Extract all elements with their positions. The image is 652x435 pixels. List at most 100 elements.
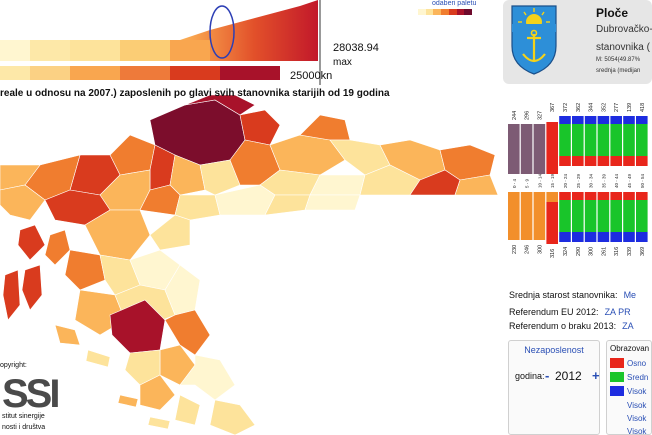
gradient-legend[interactable] [0, 0, 330, 90]
year-increment-button[interactable]: + [592, 368, 600, 383]
age-bar-segment[interactable] [559, 192, 571, 200]
age-column-top[interactable]: 327 10 - 14 [533, 111, 546, 188]
map-regions[interactable] [0, 95, 499, 435]
age-column-bottom[interactable]: 324 [559, 192, 571, 256]
map-region[interactable] [21, 264, 43, 311]
age-bar-segment[interactable] [572, 192, 584, 200]
age-bar-segment[interactable] [520, 124, 533, 174]
age-bar-segment[interactable] [559, 200, 571, 232]
age-column-bottom[interactable]: 290 [572, 192, 584, 256]
age-column-bottom[interactable]: 261 [597, 192, 610, 256]
map-region[interactable] [199, 159, 241, 196]
map-island[interactable] [117, 394, 139, 408]
age-column-bottom[interactable]: 300 [584, 192, 597, 256]
age-bar-segment[interactable] [623, 124, 635, 156]
map-region[interactable] [299, 114, 351, 141]
map-region[interactable] [164, 264, 201, 316]
age-bar-segment[interactable] [597, 232, 610, 242]
age-bar-segment[interactable] [636, 116, 648, 124]
age-bar-segment[interactable] [533, 192, 546, 240]
palette-swatch[interactable] [464, 9, 473, 15]
age-bar-segment[interactable] [623, 232, 635, 242]
education-item-higher[interactable]: Visok [610, 386, 646, 396]
age-column-bottom[interactable]: 230 [508, 192, 520, 254]
education-item-secondary[interactable]: Sredn [610, 372, 648, 382]
age-bar-segment[interactable] [636, 192, 648, 200]
age-column-top[interactable]: 139 45 - 49 [623, 103, 635, 188]
map-island[interactable] [147, 416, 171, 430]
age-column-top[interactable]: 367 15 - 19 [546, 103, 558, 188]
map-region[interactable] [454, 174, 499, 196]
age-bar-segment[interactable] [636, 232, 648, 242]
age-bar-segment[interactable] [584, 200, 597, 232]
map-region[interactable] [64, 249, 106, 291]
age-bar-segment[interactable] [584, 124, 597, 156]
map-region[interactable] [0, 184, 46, 221]
map-region[interactable] [17, 224, 46, 261]
palette-bar[interactable] [418, 9, 473, 15]
age-bar-segment[interactable] [584, 192, 597, 200]
age-bar-segment[interactable] [533, 124, 546, 174]
age-column-bottom[interactable]: 369 [636, 192, 648, 256]
age-column-top[interactable]: 344 30 - 34 [584, 103, 597, 188]
age-bar-segment[interactable] [610, 232, 622, 242]
age-bar-segment[interactable] [546, 122, 558, 174]
age-bar-segment[interactable] [623, 192, 635, 200]
age-column-bottom[interactable]: 339 [623, 192, 635, 256]
age-bar-segment[interactable] [610, 116, 622, 124]
map-region[interactable] [149, 214, 191, 251]
age-column-bottom[interactable]: 316 [546, 192, 558, 258]
map-region[interactable] [179, 354, 236, 401]
age-bar-segment[interactable] [623, 156, 635, 166]
age-bar-segment[interactable] [572, 232, 584, 242]
referendum-eu-value[interactable]: ZA PR [604, 307, 631, 317]
age-bar-segment[interactable] [584, 232, 597, 242]
map-region[interactable] [169, 154, 206, 196]
age-bar-segment[interactable] [610, 200, 622, 232]
age-bar-segment[interactable] [559, 232, 571, 242]
age-bar-segment[interactable] [597, 124, 610, 156]
age-bar-segment[interactable] [597, 156, 610, 166]
education-item-higher-4[interactable]: Visok [627, 427, 647, 435]
age-bar-segment[interactable] [520, 192, 533, 240]
age-bar-segment[interactable] [572, 116, 584, 124]
map-region[interactable] [184, 95, 256, 116]
age-bar-segment[interactable] [559, 124, 571, 156]
palette-swatch[interactable] [448, 9, 457, 15]
age-column-top[interactable]: 277 40 - 44 [610, 103, 622, 188]
education-item-primary[interactable]: Osno [610, 358, 646, 368]
map-island[interactable] [85, 349, 111, 368]
map-region[interactable] [304, 194, 361, 211]
age-bar-segment[interactable] [584, 156, 597, 166]
median-age-value[interactable]: Me [623, 290, 637, 300]
age-column-top[interactable]: 296 5 - 9 [520, 111, 533, 188]
education-item-higher-3[interactable]: Visok [627, 414, 647, 423]
map-region[interactable] [209, 399, 256, 435]
age-bar-segment[interactable] [597, 200, 610, 232]
age-column-top[interactable]: 362 25 - 29 [572, 103, 584, 188]
age-bar-segment[interactable] [597, 116, 610, 124]
age-bar-segment[interactable] [623, 200, 635, 232]
age-bar-segment[interactable] [610, 124, 622, 156]
age-bar-segment[interactable] [584, 116, 597, 124]
age-column-top[interactable]: 352 35 - 39 [597, 103, 610, 188]
palette-swatch[interactable] [433, 9, 442, 15]
palette-swatch[interactable] [456, 9, 465, 15]
age-bar-segment[interactable] [559, 116, 571, 124]
choose-palette-link[interactable]: odaberi paletu [432, 0, 477, 7]
palette-swatch[interactable] [425, 9, 434, 15]
age-column-bottom[interactable]: 246 [520, 192, 533, 254]
age-column-top[interactable]: 418 50 - 54 [636, 103, 648, 188]
age-column-top[interactable]: 244 0 - 4 [508, 111, 520, 188]
map-region[interactable] [2, 269, 21, 321]
choropleth-map[interactable] [0, 95, 500, 435]
age-bar-segment[interactable] [636, 200, 648, 232]
age-bar-segment[interactable] [508, 124, 520, 174]
map-region[interactable] [239, 109, 281, 146]
map-island[interactable] [54, 324, 81, 346]
age-bar-segment[interactable] [610, 156, 622, 166]
age-structure-chart[interactable]: 244 0 - 4 296 5 - 9 327 10 - 14 367 15 - 19 372 2… [500, 84, 652, 284]
map-region[interactable] [174, 194, 221, 221]
map-region[interactable] [139, 374, 176, 411]
age-bar-segment[interactable] [636, 124, 648, 156]
